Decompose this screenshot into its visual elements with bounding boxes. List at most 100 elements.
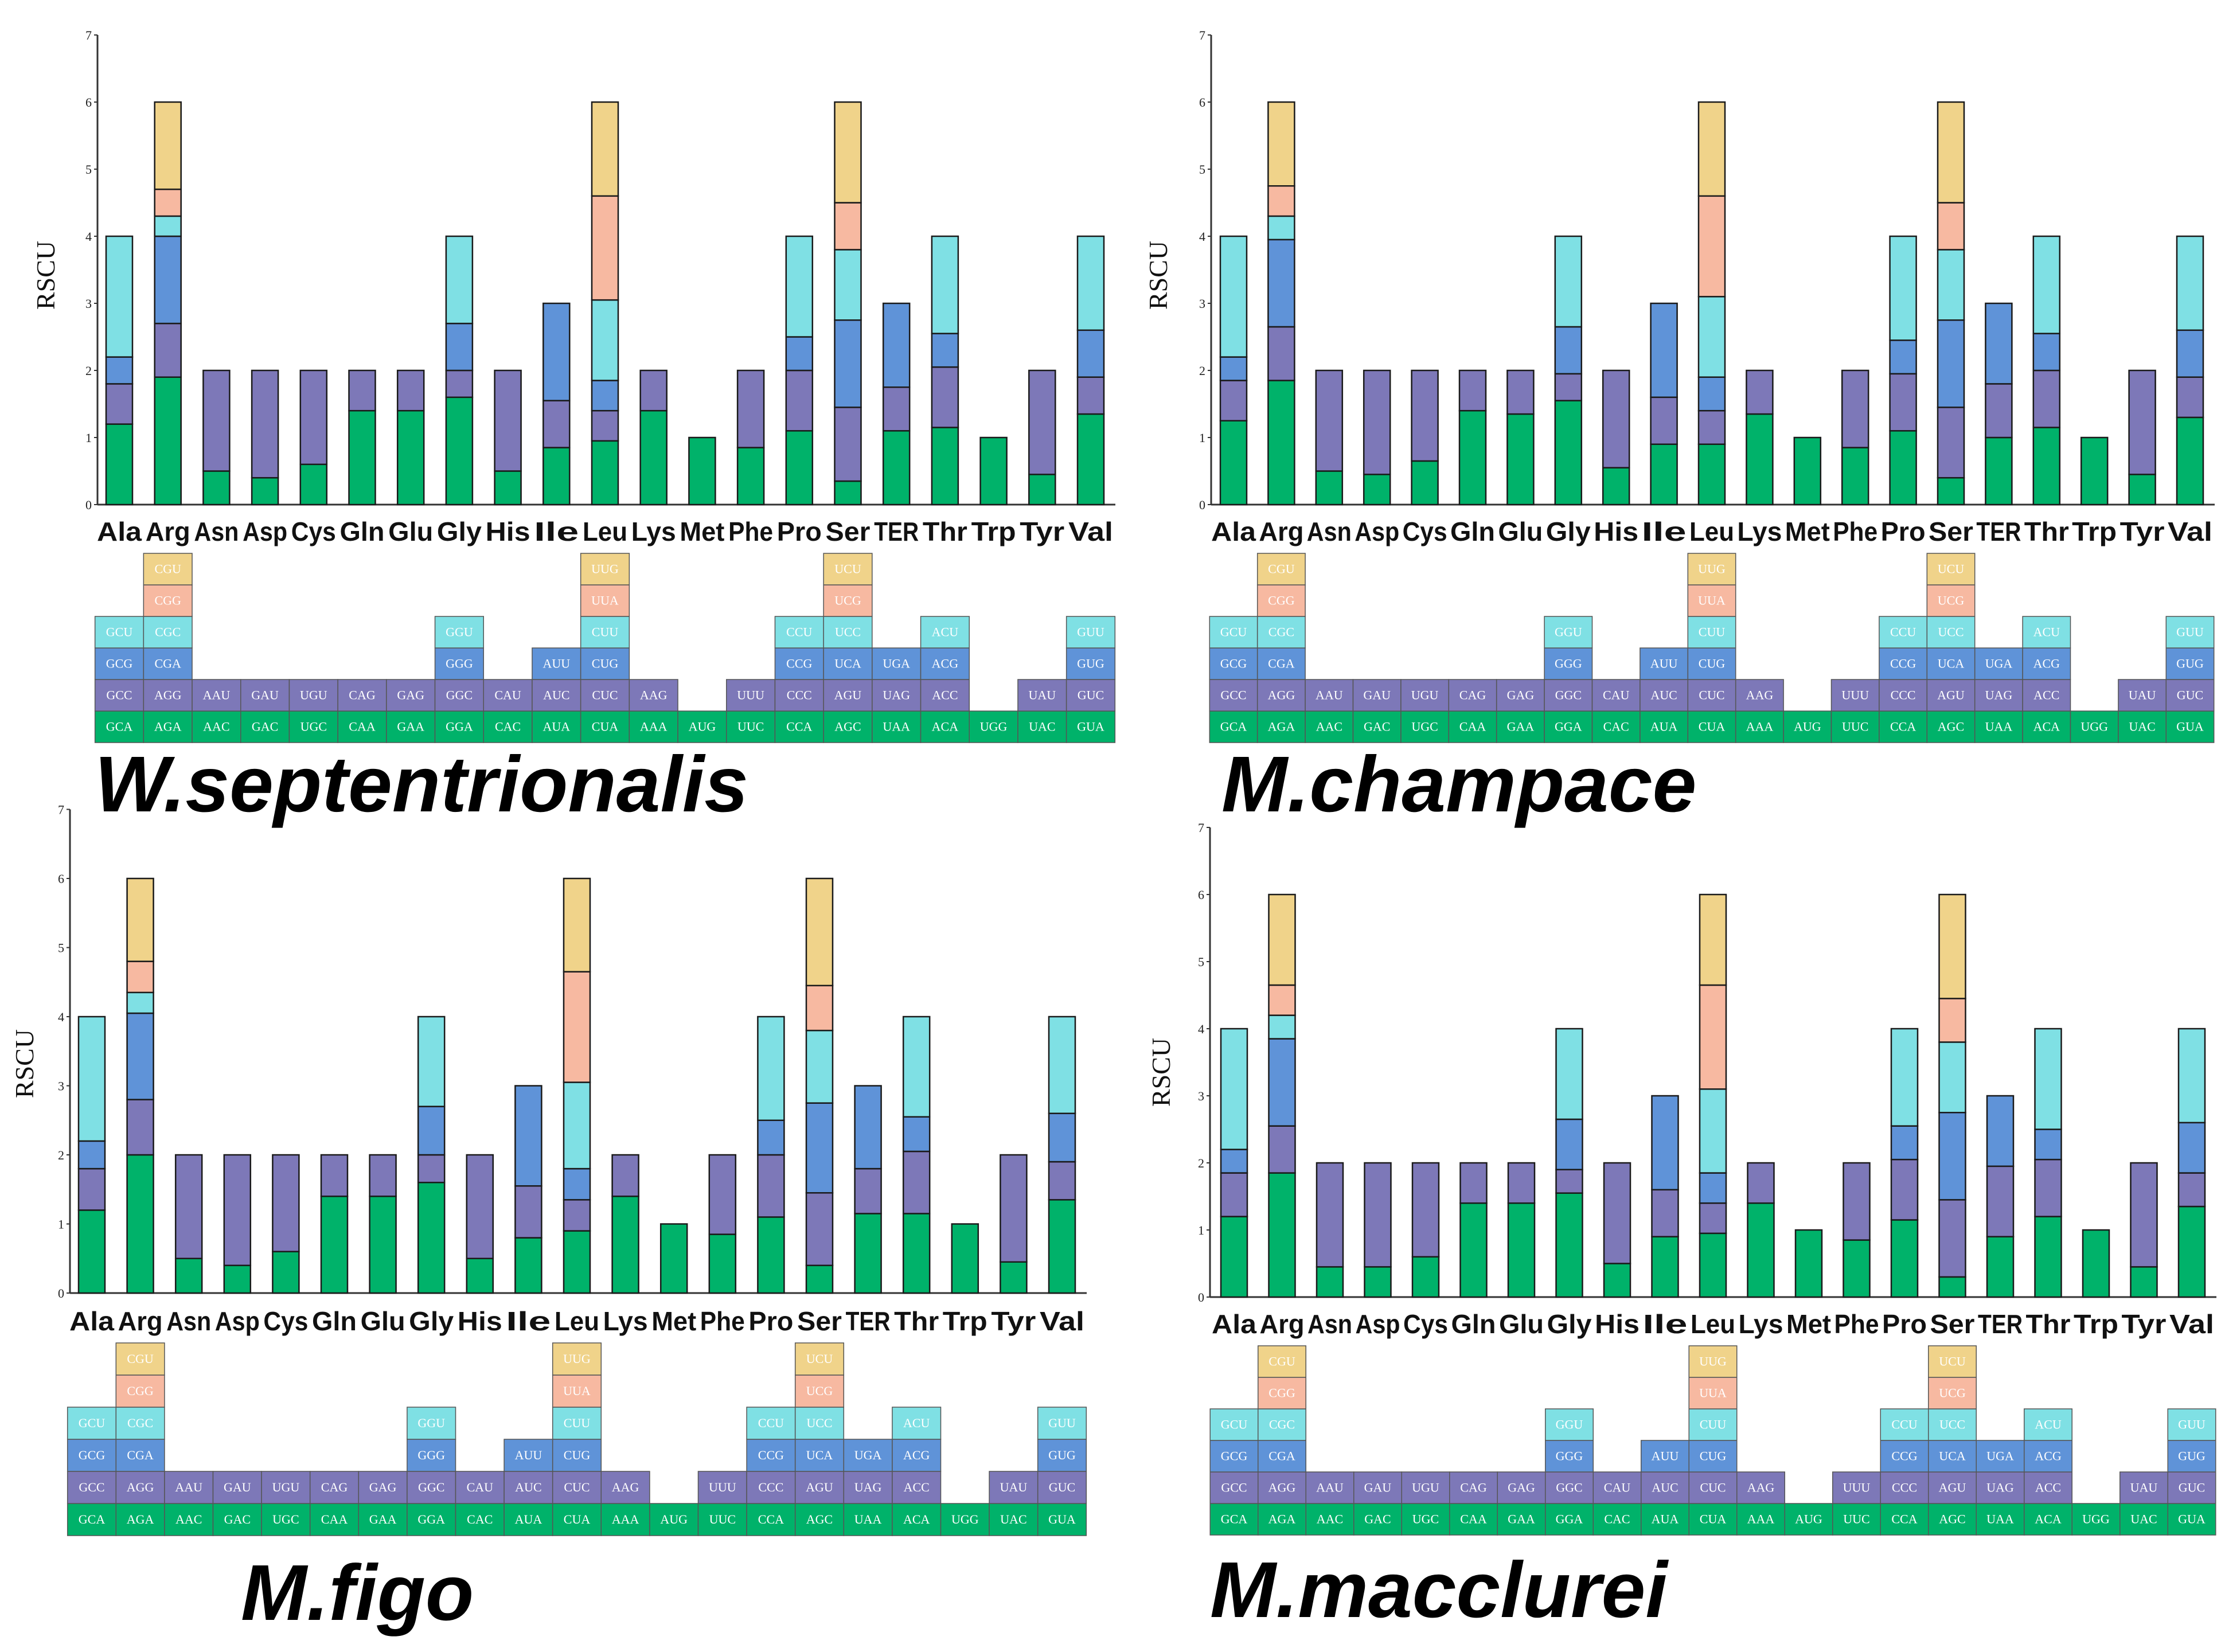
codon-label: UUC [1843, 1512, 1869, 1526]
codon-cell [1688, 1345, 1738, 1378]
bar-segment-Lys-AAA [1746, 413, 1774, 506]
codon-cell [2070, 710, 2119, 743]
species-title: M.macclurei [1210, 1546, 1669, 1634]
codon-cell [1591, 679, 1641, 712]
codon-label: GAA [369, 1512, 397, 1526]
bar-segment-Lys-AAA [1747, 1202, 1775, 1298]
bar-segment-Phe-UUC [736, 447, 765, 506]
codon-cell [552, 1407, 602, 1440]
codon-cell [1592, 1503, 1642, 1536]
codon-cell [920, 647, 970, 680]
codon-cell [532, 679, 581, 712]
codon-label: CCG [1891, 1449, 1917, 1463]
codon-cell [1017, 710, 1067, 743]
bar-segment-Leu-CUG [1699, 1172, 1727, 1204]
bar-segment-Ser-AGC [1938, 1276, 1966, 1298]
category-label: His [1594, 517, 1638, 546]
codon-label: GCU [79, 1416, 106, 1430]
bar-segment-Gly-GGG [417, 1106, 446, 1156]
y-tick-label: 4 [1199, 229, 1205, 244]
codon-label: AAC [1317, 1512, 1343, 1526]
codon-cell [746, 1439, 796, 1472]
category-label: Phe [1833, 517, 1877, 546]
codon-cell [1017, 679, 1067, 712]
codon-label: AUC [543, 688, 569, 702]
codon-cell [1545, 1440, 1594, 1473]
codon-cell [309, 1471, 360, 1504]
codon-label: AUG [689, 720, 716, 734]
codon-label: UAA [1986, 1512, 2014, 1526]
codon-label: CAG [1459, 688, 1486, 702]
bar-segment-Ile-AUA [542, 447, 571, 506]
bar-segment-Gly-GGA [417, 1181, 446, 1294]
bar-segment-Thr-ACU [2034, 1028, 2062, 1130]
codon-cell [629, 679, 678, 712]
category-label: Gly [437, 517, 482, 546]
codon-label: GUG [1077, 657, 1104, 671]
codon-label: AAU [1316, 1481, 1344, 1495]
bar-segment-Leu-CUC [563, 1199, 591, 1232]
codon-label: UGC [272, 1512, 299, 1526]
bar-segment-Leu-UUA [1697, 195, 1726, 298]
category-label: Gly [1547, 1309, 1592, 1339]
codon-label: GUC [1049, 1480, 1075, 1494]
codon-cell [726, 710, 776, 743]
codon-label: GCG [1220, 657, 1247, 671]
codon-cell [288, 679, 338, 712]
bar-segment-Ile-AUC [1651, 1189, 1679, 1237]
codon-label: UAA [883, 720, 910, 734]
codon-cell [1400, 710, 1450, 743]
category-label: Phe [728, 517, 773, 546]
codon-label: UUA [563, 1384, 591, 1398]
y-tick-label: 0 [85, 498, 92, 512]
category-label: Gln [1451, 1309, 1496, 1339]
codon-label: ACC [932, 688, 958, 702]
codon-cell [2022, 616, 2071, 649]
codon-cell [2167, 1503, 2216, 1536]
bar-segment-Asp-GAU [251, 369, 279, 479]
category-label: Met [1786, 1309, 1831, 1339]
bar-segment-Asp-GAU [223, 1154, 252, 1267]
codon-label: GCC [1221, 1481, 1247, 1495]
bar-segment-Thr-ACG [2034, 1128, 2062, 1161]
category-label: Phe [700, 1306, 745, 1336]
bar-segment-Cys-UGC [1411, 460, 1439, 506]
codon-cell [697, 1471, 747, 1504]
codon-cell [1879, 679, 1928, 712]
y-tick-label: 2 [85, 364, 92, 378]
category-label: Leu [1691, 1309, 1735, 1339]
codon-label: AAA [612, 1512, 639, 1526]
bar-segment-Thr-ACU [2032, 235, 2061, 334]
codon-label: GAU [1363, 688, 1391, 702]
bar-segment-Tyr-UAC [2130, 1266, 2158, 1298]
codon-label: GUC [2179, 1481, 2205, 1495]
codon-label: AGA [154, 720, 182, 734]
bar-segment-Cys-UGU [272, 1154, 300, 1252]
codon-label: CGU [127, 1352, 154, 1366]
codon-label: GGG [446, 657, 473, 671]
bar-segment-Arg-AGA [1268, 1172, 1296, 1298]
codon-cell [143, 679, 193, 712]
bar-segment-His-CAC [466, 1257, 494, 1294]
bar-segment-Leu-UUG [1699, 893, 1727, 986]
bar-segment-His-CAC [494, 470, 522, 506]
codon-label: GAA [1508, 1512, 1535, 1526]
codon-label: GGU [417, 1416, 445, 1430]
codon-label: AAU [175, 1480, 202, 1494]
codon-cell [1258, 1408, 1306, 1441]
codon-cell [823, 553, 873, 585]
category-label: TER [1976, 517, 2021, 546]
codon-cell [892, 1439, 942, 1472]
bar-segment-Ser-UCU [834, 101, 862, 204]
bar-segment-Phe-UUC [708, 1233, 737, 1294]
bar-segment-Leu-CUC [1699, 1202, 1727, 1235]
codon-label: GGU [1555, 625, 1582, 639]
bar-segment-Ser-AGC [834, 480, 862, 506]
bar-segment-Ala-GCU [1219, 235, 1248, 358]
bar-segment-Arg-AGG [1267, 326, 1295, 381]
codon-cell [552, 1471, 602, 1504]
codon-label: UCA [834, 657, 861, 671]
bar-segment-Ala-GCG [1220, 1149, 1248, 1174]
codon-cell [649, 1503, 699, 1536]
codon-label: AUG [1795, 1512, 1822, 1526]
